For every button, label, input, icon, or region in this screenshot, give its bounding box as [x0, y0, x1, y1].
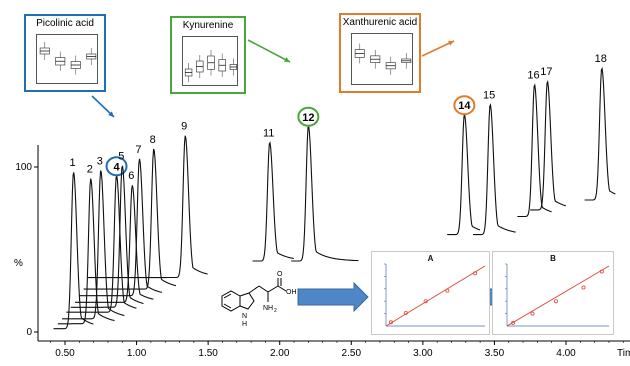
side-chain	[267, 285, 279, 293]
peak-trace-2	[57, 178, 115, 325]
cal-point	[388, 320, 393, 325]
cal-point	[423, 299, 428, 304]
flow-arrow-1	[297, 281, 369, 313]
side-chain	[248, 285, 260, 294]
cal-point	[599, 269, 604, 274]
calibration-panel-title: B	[550, 254, 556, 263]
peak-label-5: 5	[118, 150, 124, 162]
y-tick-label: 0	[26, 327, 32, 338]
cal-point	[530, 311, 535, 316]
peak-label-7: 7	[135, 144, 141, 156]
inset-plot-area	[36, 34, 98, 84]
inset-boxplot	[39, 42, 97, 75]
peak-trace-17	[530, 80, 567, 211]
calibration-panel-title: A	[427, 254, 434, 263]
x-tick-label: 4.00	[556, 348, 576, 359]
calibration-panel-B: B	[492, 251, 614, 335]
peak-circle-12	[297, 106, 320, 127]
inset-arrow-2	[247, 39, 291, 63]
calibration-plot	[384, 263, 486, 327]
inset-plot-area	[351, 33, 413, 85]
inset-arrowhead-2	[284, 57, 290, 62]
inset-arrowhead-1	[108, 111, 114, 117]
atom-label-oh: OH	[286, 289, 297, 296]
atom-subscript: 2	[274, 308, 277, 314]
peak-trace-12	[291, 124, 359, 262]
peak-trace-5	[70, 165, 144, 308]
peak-label-3: 3	[97, 155, 103, 167]
cal-point	[581, 285, 586, 290]
cal-point	[445, 288, 450, 293]
peak-circle-14	[453, 95, 476, 116]
peak-label-4: 4	[113, 161, 120, 173]
inset-plot-area	[182, 36, 238, 86]
cal-point	[553, 299, 558, 304]
x-tick-label: 3.00	[413, 348, 433, 359]
x-tick-label: 2.00	[270, 348, 290, 359]
boxplot-inset-2: Kynurenine	[170, 16, 246, 94]
peak-label-17: 17	[540, 66, 552, 78]
peak-trace-6	[75, 185, 154, 303]
inset-arrow-3	[421, 40, 455, 57]
peak-trace-3	[62, 170, 125, 320]
cal-point	[403, 310, 408, 315]
inset-title: Kynurenine	[182, 20, 234, 31]
peak-label-11: 11	[263, 127, 274, 139]
cal-fit-line	[506, 265, 610, 327]
x-tick-label: 3.50	[485, 348, 505, 359]
peak-label-1: 1	[70, 157, 76, 169]
atom-label-n: N	[242, 313, 247, 320]
peak-label-14: 14	[458, 100, 471, 112]
inset-title: Picolinic acid	[36, 18, 94, 29]
pyrrole-ring	[239, 292, 255, 310]
boxplot-inset-1: Picolinic acid	[24, 14, 106, 92]
peak-trace-18	[584, 66, 616, 201]
calibration-panel-A: A	[371, 251, 490, 335]
peak-trace-14	[447, 113, 481, 236]
peak-label-15: 15	[483, 89, 495, 101]
peak-label-2: 2	[87, 164, 93, 176]
cal-point	[473, 271, 478, 276]
double-bond	[223, 293, 232, 299]
x-tick-label: 1.00	[127, 348, 147, 359]
y-axis-label: %	[14, 258, 23, 269]
hydroxyl-bond	[277, 285, 287, 292]
x-axis-label: Time	[617, 348, 630, 359]
peak-label-9: 9	[181, 121, 187, 133]
side-chain	[258, 285, 269, 293]
cal-point	[511, 320, 516, 325]
peak-trace-7	[79, 158, 163, 297]
peak-trace-1	[53, 172, 94, 330]
inset-title: Xanthurenic acid	[342, 17, 418, 28]
peak-trace-8	[83, 148, 177, 290]
inset-boxplot	[354, 43, 412, 75]
peak-label-8: 8	[150, 134, 156, 146]
peak-trace-15	[473, 103, 516, 236]
y-tick-label: 100	[15, 162, 32, 173]
x-tick-label: 2.50	[342, 348, 362, 359]
calibration-plot	[505, 263, 610, 327]
peak-trace-16	[517, 83, 552, 218]
cal-fit-line	[385, 265, 486, 327]
peak-label-16: 16	[527, 70, 539, 82]
peak-trace-9	[87, 135, 208, 279]
double-bond	[223, 303, 232, 309]
boxplot-inset-3: Xanthurenic acid	[339, 13, 421, 93]
x-tick-label: 1.50	[198, 348, 218, 359]
inset-boxplot	[184, 50, 238, 82]
atom-label-h: H	[242, 321, 247, 328]
peak-label-18: 18	[595, 53, 607, 65]
tryptophan-structure	[221, 278, 287, 312]
atom-label-nh2: NH	[263, 305, 273, 312]
x-tick-label: 0.50	[55, 348, 75, 359]
peak-trace-11	[252, 141, 294, 262]
peak-trace-4	[66, 173, 137, 313]
inset-arrowhead-3	[448, 40, 454, 46]
peak-label-6: 6	[128, 170, 134, 182]
atom-label-o: O	[277, 271, 283, 278]
peak-label-12: 12	[302, 112, 314, 124]
